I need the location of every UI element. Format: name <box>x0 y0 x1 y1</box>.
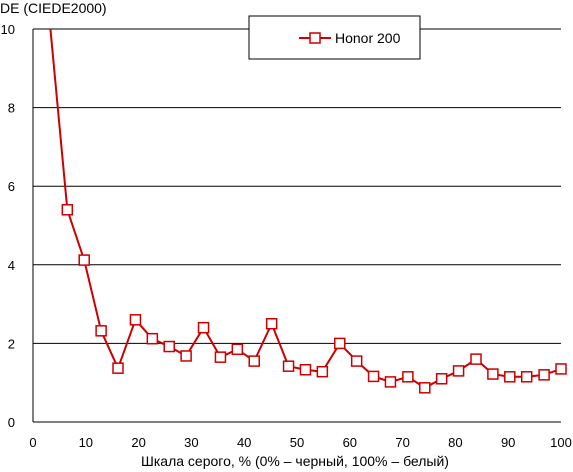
x-tick-label: 20 <box>131 435 145 450</box>
data-point <box>180 350 192 362</box>
x-tick-label: 70 <box>395 435 409 450</box>
x-tick-label: 80 <box>448 435 462 450</box>
y-tick-labels: 0 2 4 6 8 10 <box>1 22 15 430</box>
data-point <box>504 371 516 383</box>
y-tick-label: 8 <box>8 101 15 116</box>
data-point <box>316 365 329 378</box>
x-tick-label: 0 <box>29 435 36 450</box>
data-point <box>367 370 380 383</box>
data-point <box>350 355 363 367</box>
x-axis-title: Шкала серого, % (0% – черный, 100% – бел… <box>141 453 449 469</box>
data-point <box>470 353 482 365</box>
x-tick-label: 40 <box>237 435 251 450</box>
data-point <box>435 373 448 385</box>
data-point <box>334 337 346 350</box>
data-point <box>452 365 465 377</box>
x-tick-label: 100 <box>550 435 572 450</box>
y-tick-label: 6 <box>8 179 15 194</box>
data-point <box>248 355 260 367</box>
series-line <box>49 28 562 389</box>
data-point <box>265 318 278 330</box>
data-point <box>384 376 397 388</box>
legend-box <box>248 15 421 60</box>
data-point <box>214 351 227 363</box>
legend-label: Honor 200 <box>335 30 401 46</box>
data-point <box>282 360 295 372</box>
data-point <box>112 362 124 374</box>
y-tick-label: 0 <box>8 415 15 430</box>
x-tick-label: 90 <box>501 435 515 450</box>
x-tick-label: 50 <box>290 435 304 450</box>
y-tick-label: 2 <box>8 336 15 351</box>
legend-marker <box>309 32 321 44</box>
data-point <box>129 314 142 326</box>
legend: Honor 200 <box>248 15 421 60</box>
grid-lines <box>33 28 561 344</box>
x-tick-labels: 0 10 20 30 40 50 60 70 80 90 100 <box>29 435 571 450</box>
data-point <box>146 332 159 345</box>
x-tick-label: 30 <box>184 435 198 450</box>
data-point <box>520 371 533 383</box>
data-point <box>487 368 499 380</box>
y-tick-label: 4 <box>8 258 15 273</box>
data-point <box>538 369 550 381</box>
data-point <box>163 340 175 353</box>
data-point <box>95 325 107 337</box>
axes <box>32 29 561 423</box>
data-point <box>402 371 414 383</box>
data-point <box>197 321 210 334</box>
y-tick-label: 10 <box>1 22 15 37</box>
data-point <box>555 363 567 375</box>
x-tick-label: 10 <box>79 435 93 450</box>
data-point <box>61 204 74 216</box>
data-point <box>78 254 90 266</box>
y-axis-title: DE (CIEDE2000) <box>0 0 107 16</box>
data-point <box>419 382 431 394</box>
data-point <box>231 343 244 356</box>
data-point <box>299 363 312 376</box>
series-honor-200 <box>49 28 567 394</box>
x-tick-label: 60 <box>343 435 357 450</box>
